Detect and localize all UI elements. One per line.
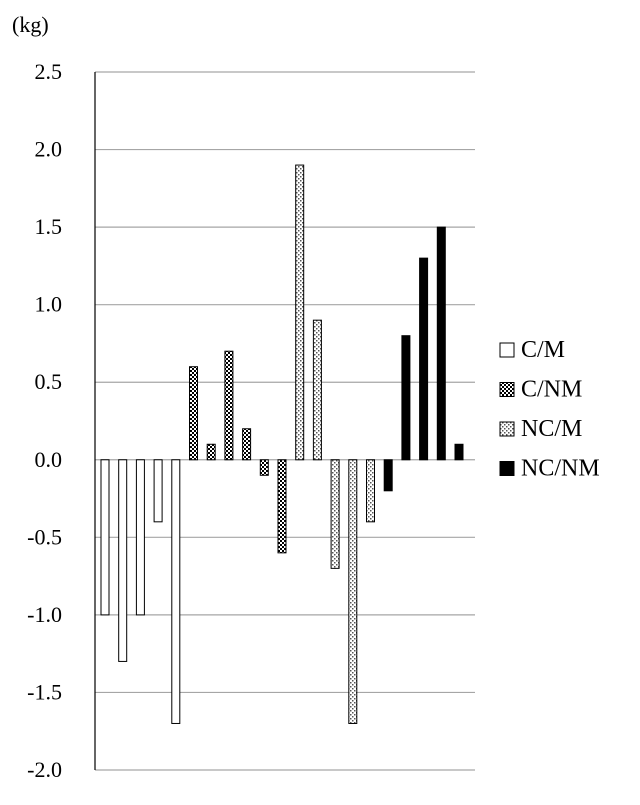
y-tick-label: 1.5 xyxy=(35,214,63,239)
legend-swatch xyxy=(499,382,515,397)
bars xyxy=(100,164,464,724)
bar-c-m xyxy=(135,459,145,616)
bar-c-nm xyxy=(206,443,216,461)
bar-c-m xyxy=(118,459,128,662)
bar-c-nm xyxy=(189,366,198,461)
bar-c-nm xyxy=(259,459,269,476)
bar-nc-nm xyxy=(436,226,446,461)
bar-nc-nm xyxy=(383,459,393,492)
bar-nc-m xyxy=(295,164,305,461)
y-tick-label: 1.0 xyxy=(35,292,63,317)
bar-nc-m xyxy=(330,459,340,569)
legend-swatch xyxy=(499,342,515,358)
bar-nc-m xyxy=(312,319,322,461)
legend-label: NC/NM xyxy=(521,456,600,482)
bar-nc-nm xyxy=(454,443,464,461)
bar-c-m xyxy=(171,459,181,724)
y-tick-labels: 2.5 2.0 1.5 1.0 0.5 0.0 -0.5 -1.0 -1.5 -2.0 xyxy=(27,59,62,782)
legend: C/M C/NM NC/M NC/NM xyxy=(499,337,600,482)
y-tick-label: 2.0 xyxy=(35,137,63,162)
legend-label: C/NM xyxy=(521,377,582,403)
bar-c-m xyxy=(153,459,163,523)
bar-nc-m xyxy=(348,459,358,724)
legend-swatch xyxy=(499,421,515,437)
y-tick-label: -1.5 xyxy=(27,679,62,704)
legend-label: C/M xyxy=(521,337,565,363)
legend-label: NC/M xyxy=(521,416,582,442)
y-tick-label: -2.0 xyxy=(27,757,62,782)
y-tick-label: -1.0 xyxy=(27,602,62,627)
bar-nc-nm xyxy=(419,257,429,461)
y-tick-label: 0.5 xyxy=(35,369,63,394)
legend-swatch xyxy=(499,461,515,476)
y-tick-label: 0.0 xyxy=(35,447,63,472)
bar-c-nm xyxy=(224,350,234,461)
y-unit-label: (kg) xyxy=(12,12,49,37)
bar-c-nm xyxy=(242,428,252,461)
bar-c-nm xyxy=(277,459,287,554)
gridlines xyxy=(94,71,475,771)
bar-nc-m xyxy=(366,459,375,523)
y-tick-label: -0.5 xyxy=(27,524,62,549)
bar-nc-nm xyxy=(401,335,411,461)
y-tick-label: 2.5 xyxy=(35,59,63,84)
bar-c-m xyxy=(100,459,110,616)
